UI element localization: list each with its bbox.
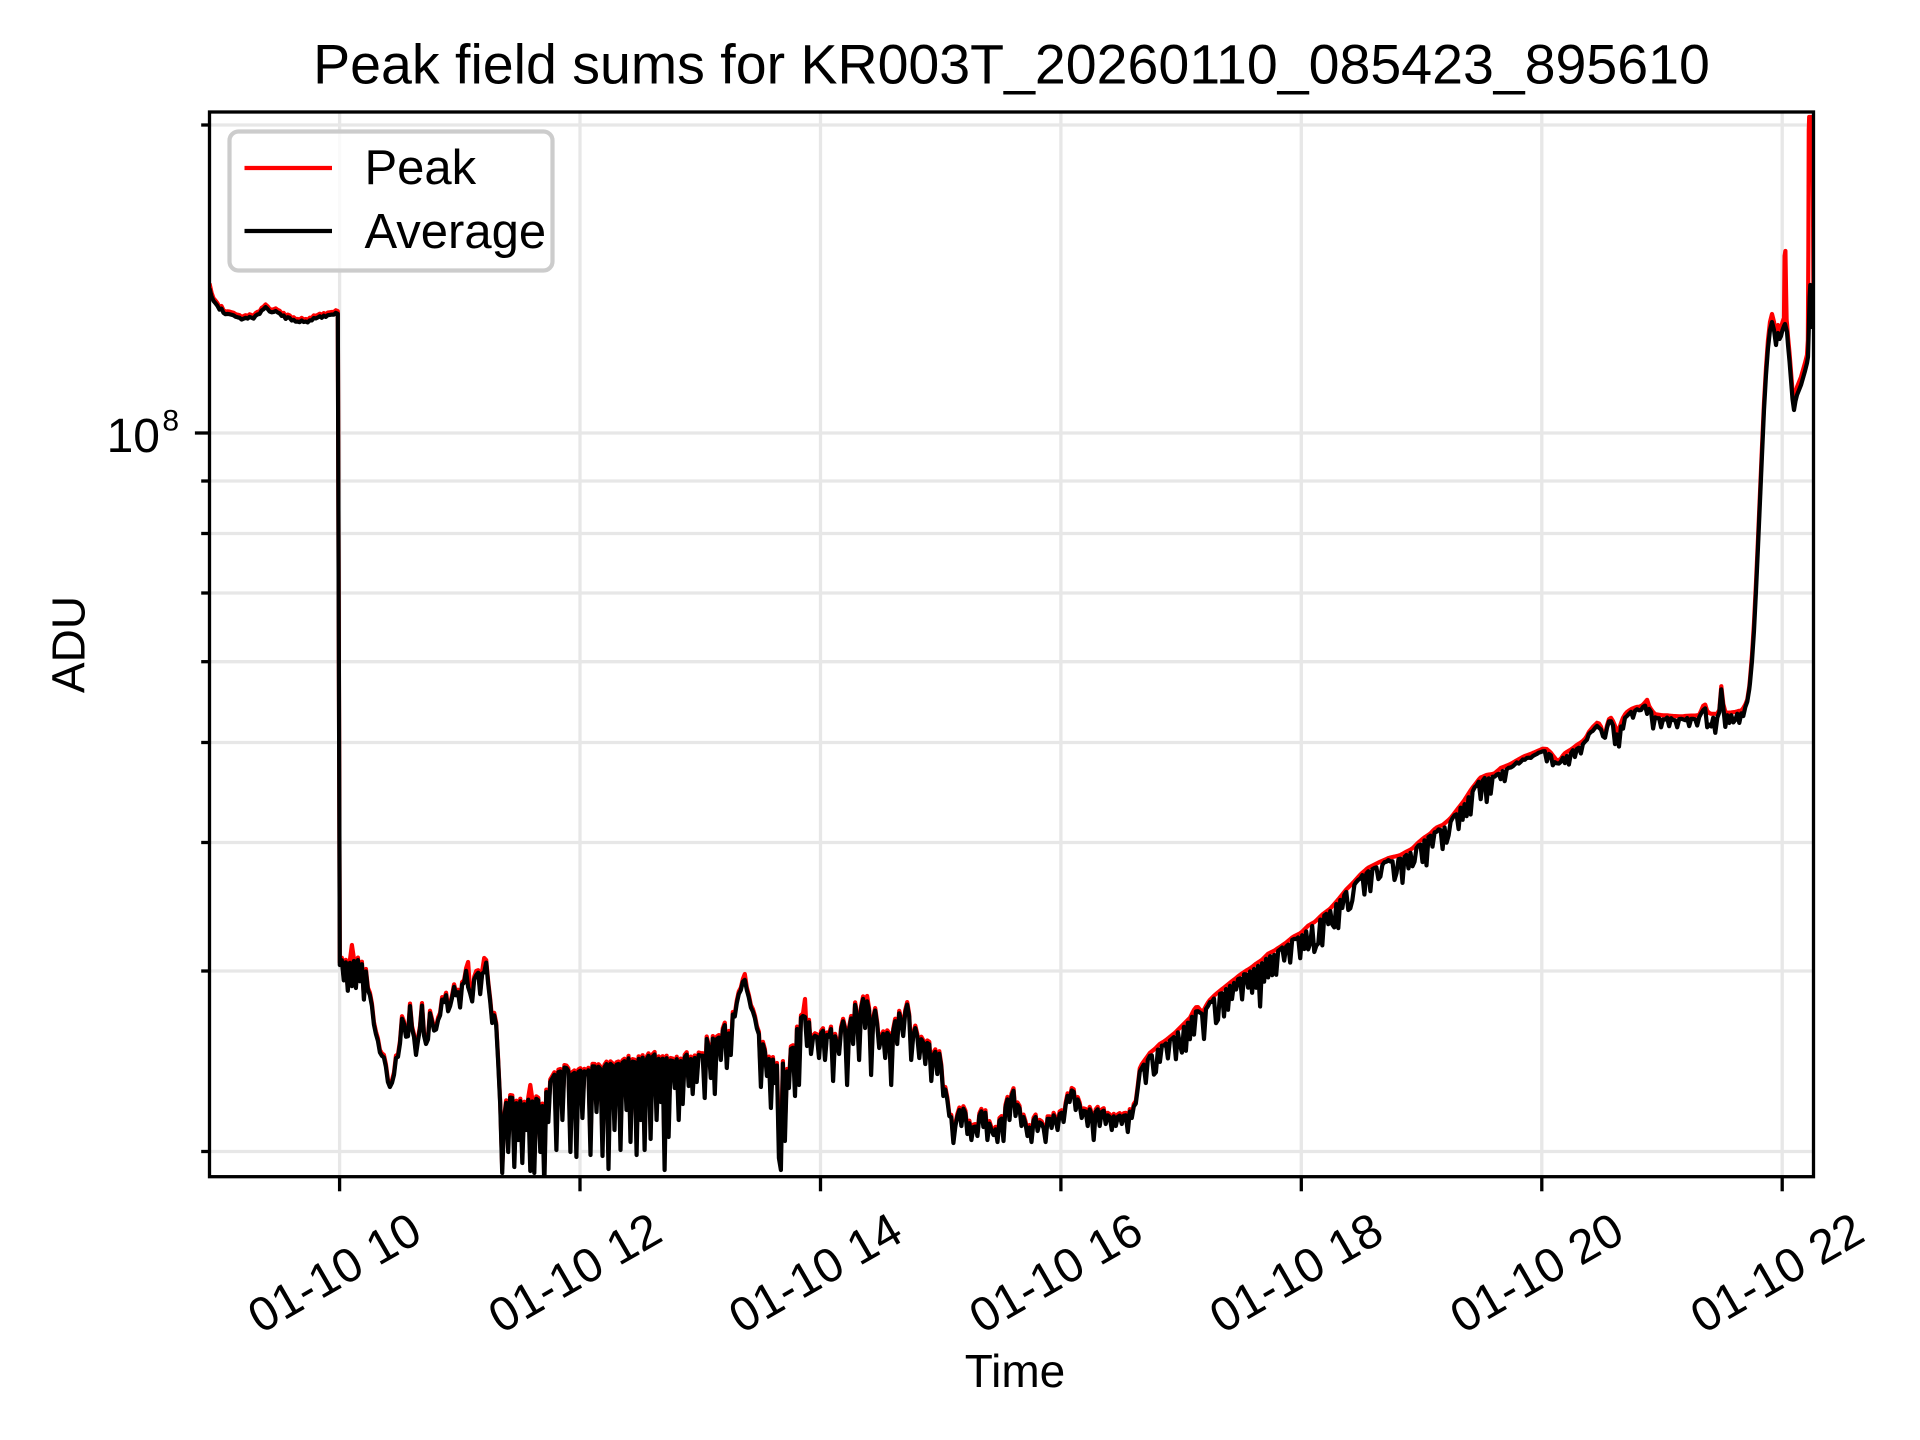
svg-text:8: 8 xyxy=(162,405,179,438)
svg-text:ADU: ADU xyxy=(43,596,95,693)
svg-text:Peak field sums for KR003T_202: Peak field sums for KR003T_20260110_0854… xyxy=(313,34,1710,96)
svg-text:Peak: Peak xyxy=(365,141,477,195)
svg-text:Time: Time xyxy=(965,1345,1066,1397)
svg-text:10: 10 xyxy=(107,410,160,463)
svg-text:Average: Average xyxy=(365,205,547,259)
